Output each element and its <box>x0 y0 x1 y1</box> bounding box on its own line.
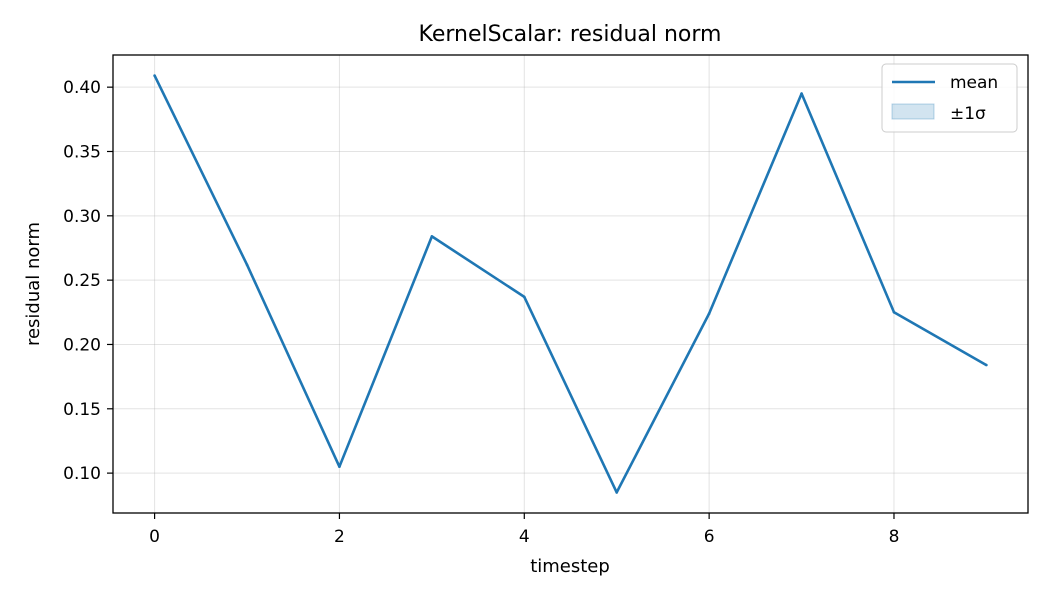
x-tick-label: 0 <box>149 527 160 547</box>
legend-mean-label: mean <box>950 73 998 93</box>
y-tick-label: 0.35 <box>63 142 101 162</box>
x-tick-label: 4 <box>519 527 530 547</box>
chart-title: KernelScalar: residual norm <box>419 22 722 47</box>
y-tick-label: 0.40 <box>63 78 101 98</box>
legend-band-label: ±1σ <box>950 104 986 124</box>
x-tick-label: 8 <box>889 527 900 547</box>
data-point <box>892 311 896 314</box>
data-point <box>985 363 988 367</box>
x-axis-ticks: 0 2 4 6 8 <box>149 513 899 547</box>
y-tick-label: 0.15 <box>63 400 101 420</box>
y-tick-label: 0.20 <box>63 335 101 355</box>
data-point <box>522 295 526 299</box>
series-line-mean <box>153 75 988 494</box>
data-point <box>615 491 619 494</box>
y-axis-label: residual norm <box>23 222 44 346</box>
y-tick-label: 0.25 <box>63 271 101 291</box>
x-axis-label: timestep <box>530 556 610 577</box>
y-axis-ticks: 0.10 0.15 0.20 0.25 0.30 0.35 0.40 <box>63 78 113 484</box>
y-tick-label: 0.30 <box>63 207 101 227</box>
legend-band-swatch <box>891 103 935 120</box>
x-tick-label: 2 <box>334 527 345 547</box>
data-point <box>245 263 249 267</box>
x-tick-label: 6 <box>704 527 715 547</box>
data-point <box>153 74 156 77</box>
grid <box>113 55 1028 513</box>
data-point <box>800 92 803 95</box>
series-layer <box>153 74 988 494</box>
data-point <box>338 465 341 468</box>
legend: mean ±1σ <box>881 63 1018 133</box>
y-tick-label: 0.10 <box>63 464 101 484</box>
data-point <box>430 235 434 238</box>
data-point <box>707 312 711 315</box>
plot-frame <box>112 54 1029 514</box>
